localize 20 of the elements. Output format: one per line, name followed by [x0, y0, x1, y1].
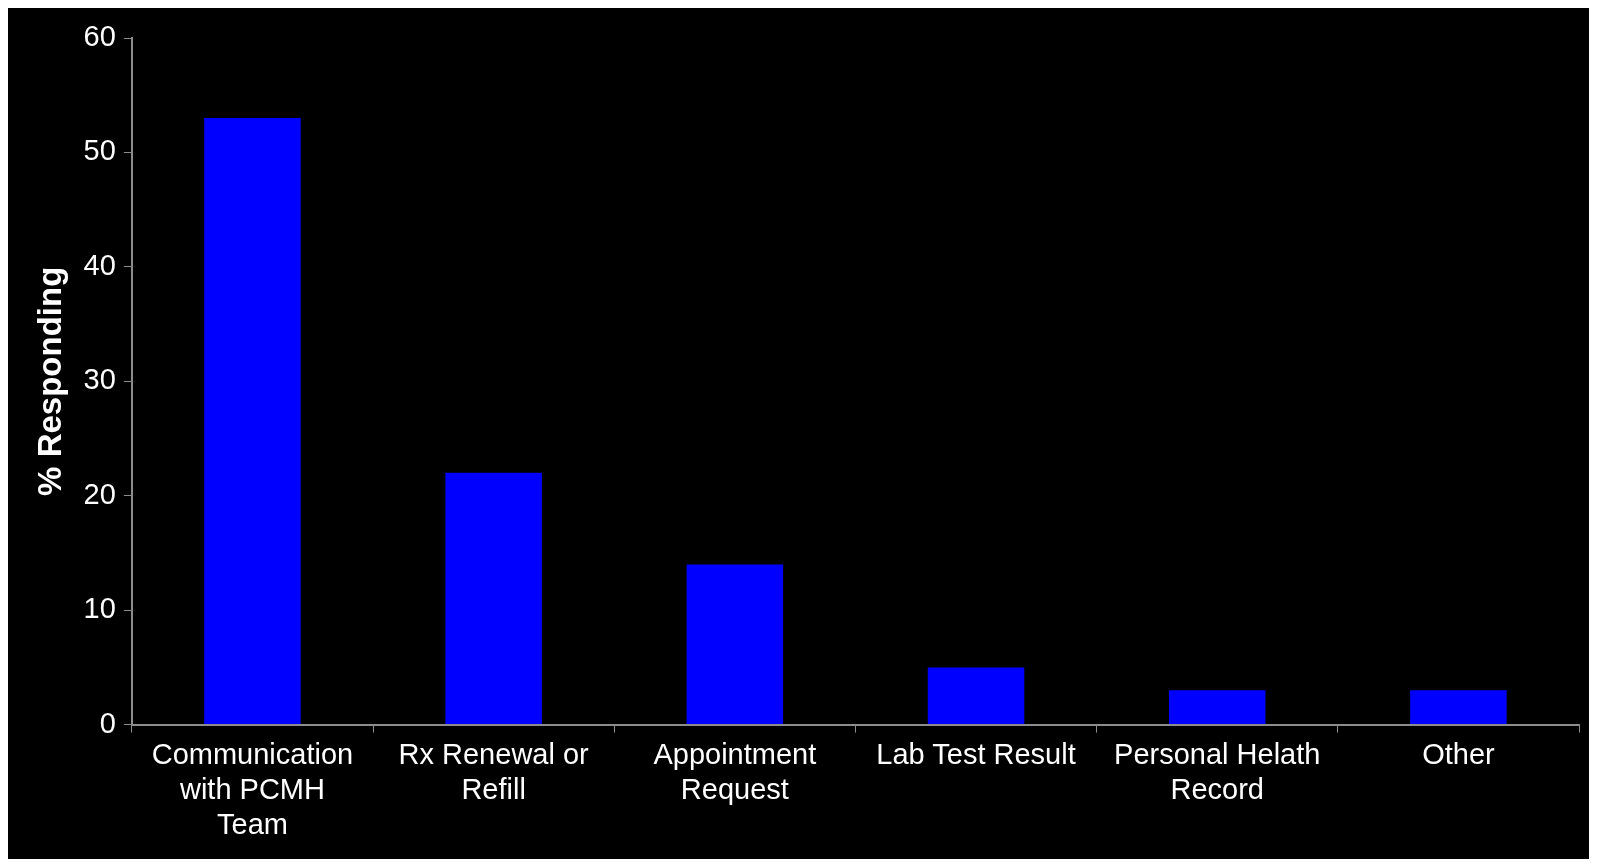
- bar: [445, 472, 542, 725]
- y-tick-label: 60: [83, 20, 116, 52]
- bar: [1410, 690, 1507, 725]
- x-tick-label: Communication with PCMH Team: [151, 738, 354, 840]
- x-tick-label: Appointment Request: [653, 738, 817, 805]
- bar: [686, 564, 784, 725]
- y-axis-title: % Responding: [30, 266, 68, 496]
- x-tick-label: Personal Helath Record: [1114, 738, 1321, 805]
- y-tick-label: 40: [83, 248, 116, 281]
- y-tick-label: 10: [83, 592, 116, 625]
- bar: [1168, 690, 1266, 725]
- x-tick-label: Other: [1422, 738, 1496, 770]
- y-tick-label: 20: [83, 477, 116, 510]
- x-tick-label: Lab Test Result: [876, 738, 1076, 770]
- bar: [927, 667, 1025, 725]
- x-tick-label: Rx Renewal or Refill: [398, 738, 590, 805]
- y-tick-label: 30: [83, 363, 116, 396]
- bar: [204, 118, 301, 725]
- y-tick-label: 0: [99, 706, 116, 739]
- y-tick-label: 50: [83, 134, 116, 167]
